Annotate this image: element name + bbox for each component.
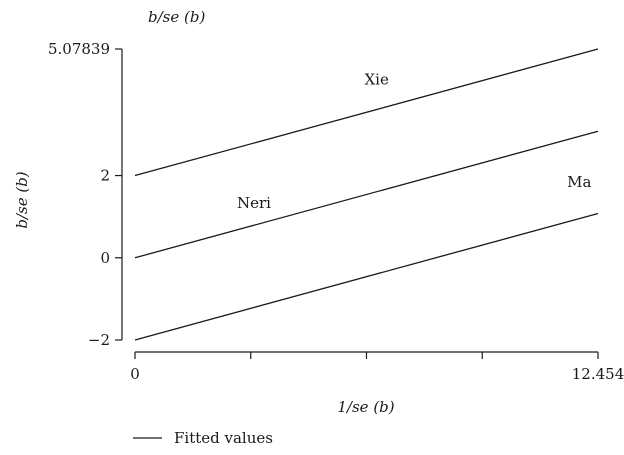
y-tick-label-2: 2 [100,167,110,185]
x-tick-label-0: 0 [130,365,140,383]
x-tick-label-4: 12.454 [572,365,624,383]
y-tick-label-1: 0 [100,249,110,267]
x-axis-label: 1/se (b) [337,398,394,416]
series-label-ma: Ma [567,173,591,191]
series-label-neri: Neri [237,194,271,212]
y-tick-label-3: 5.07839 [48,40,110,58]
series-line-ma [134,212,599,341]
y-ticks: −2 0 2 5.07839 [48,40,122,349]
series-line-neri [134,130,599,259]
x-ticks: 0 12.454 [130,352,624,383]
series-line-xie [134,48,599,177]
legend-entry-fitted-values: Fitted values [174,429,273,447]
chart-title: b/se (b) [148,8,205,26]
y-axis-label: b/se (b) [13,171,31,228]
series-label-xie: Xie [364,70,388,88]
series-group: Xie Neri Ma [134,48,599,341]
y-tick-label-0: −2 [88,331,110,349]
legend: Fitted values [133,429,273,447]
